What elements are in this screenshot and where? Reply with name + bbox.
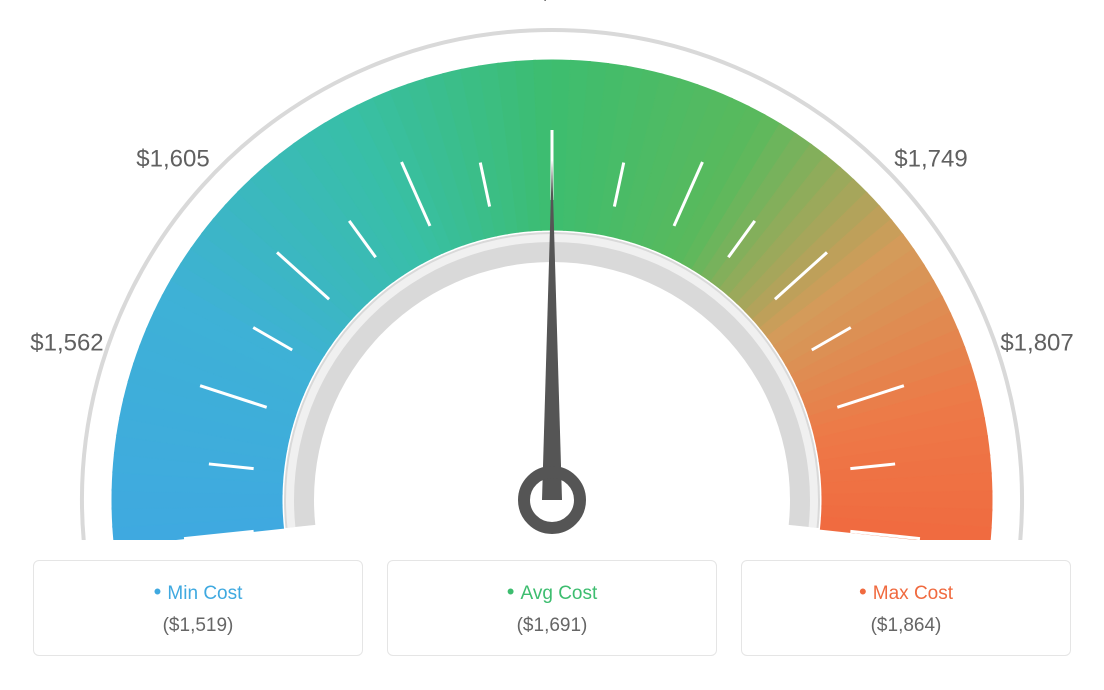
legend-card-avg: Avg Cost ($1,691) [387,560,717,656]
gauge-tick-label: $1,749 [894,146,967,173]
legend-avg-title: Avg Cost [408,579,696,605]
gauge-tick-label: $1,562 [30,329,103,356]
legend-card-max: Max Cost ($1,864) [741,560,1071,656]
legend-avg-value: ($1,691) [408,615,696,637]
legend-card-min: Min Cost ($1,519) [33,560,363,656]
gauge-chart: $1,519$1,562$1,605$1,691$1,749$1,807$1,8… [0,0,1104,540]
legend-max-title: Max Cost [762,579,1050,605]
legend-max-value: ($1,864) [762,615,1050,637]
gauge-tick-label: $1,605 [136,146,209,173]
gauge-tick-label: $1,807 [1000,329,1073,356]
legend-row: Min Cost ($1,519) Avg Cost ($1,691) Max … [0,560,1104,656]
gauge-tick-label: $1,691 [515,0,588,4]
legend-min-value: ($1,519) [54,615,342,637]
legend-min-title: Min Cost [54,579,342,605]
gauge-container: $1,519$1,562$1,605$1,691$1,749$1,807$1,8… [0,0,1104,540]
